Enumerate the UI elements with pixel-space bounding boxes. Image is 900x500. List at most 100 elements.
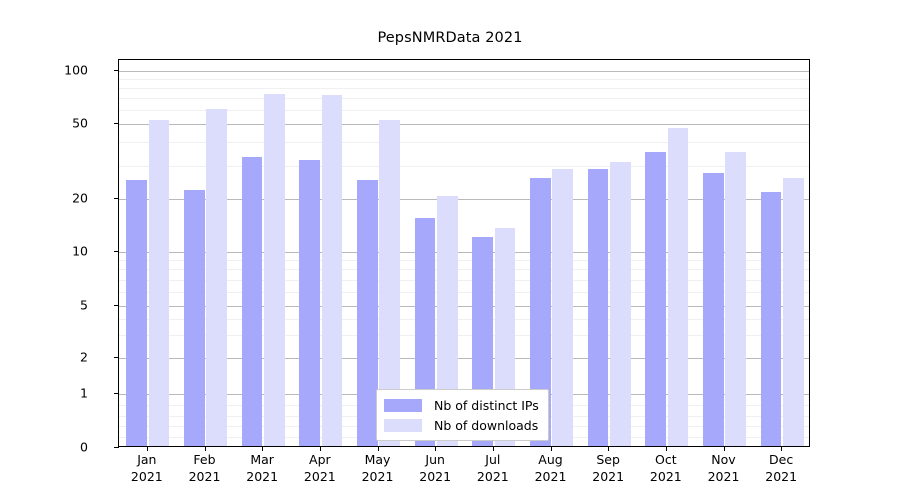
x-tick-month: Sep [596,452,620,467]
y-tick-label: 20 [72,190,88,206]
gridline-minor [119,142,809,144]
plot-area [118,59,810,447]
x-tick-year: 2021 [649,468,682,484]
bar-group [241,60,285,446]
gridline-minor [119,318,809,320]
bar-group [357,60,400,446]
y-tick-mark [114,357,119,358]
x-tick-month: Jan [137,452,157,467]
bar-group [760,60,804,446]
legend-swatch-downloads [384,418,422,432]
x-tick-label: Jun 2021 [419,452,451,485]
y-tick-label: 0 [80,439,88,455]
bar-group [587,60,631,446]
legend-label: Nb of downloads [434,417,539,433]
bar-distinct-ips [357,179,378,446]
x-tick-month: Jul [485,452,501,467]
y-tick-label: 50 [72,115,88,131]
gridline-minor [119,98,809,100]
y-tick-mark [114,447,119,448]
x-tick-mark [146,447,148,451]
legend-swatch-distinct-ips [384,398,422,412]
x-tick-label: Sep 2021 [592,452,624,485]
gridline-minor [119,291,809,293]
gridline-minor [119,165,809,167]
bars-layer [119,60,809,446]
x-tick-label: Nov 2021 [708,452,740,485]
gridline-major [119,199,809,200]
x-tick-month: Dec [769,452,794,467]
bar-group [184,60,227,446]
x-tick-mark [781,447,783,451]
gridline-minor [119,279,809,281]
x-tick-mark [492,447,494,451]
x-tick-mark [665,447,667,451]
bar-distinct-ips [760,192,782,446]
y-tick-label: 10 [72,243,88,259]
x-tick-year: 2021 [188,468,221,484]
gridline-minor [119,260,809,262]
bar-downloads [206,109,227,446]
x-tick-label: Dec 2021 [765,452,797,485]
x-tick-year: 2021 [534,468,567,484]
bar-distinct-ips [587,169,609,446]
bar-downloads [610,162,631,446]
bar-group [299,60,343,446]
x-tick-month: Apr [309,452,331,467]
x-tick-mark [204,447,206,451]
gridline-minor [119,88,809,90]
x-tick-mark [435,447,437,451]
bar-downloads [725,152,746,446]
x-tick-year: 2021 [246,468,279,484]
chart-legend: Nb of distinct IPs Nb of downloads [376,389,549,441]
x-tick-month: Oct [655,452,677,467]
x-tick-year: 2021 [303,468,336,484]
x-tick-year: 2021 [765,468,798,484]
bar-distinct-ips [299,159,320,446]
bar-group [414,60,458,446]
x-tick-month: Mar [250,452,274,467]
bar-distinct-ips [184,190,205,446]
bar-downloads [321,95,343,446]
bar-downloads [667,128,689,446]
y-tick-mark [114,198,119,199]
y-tick-mark [114,70,119,71]
x-tick-year: 2021 [130,468,163,484]
bar-distinct-ips [703,173,724,446]
gridline-minor [119,334,809,336]
x-tick-label: Jan 2021 [131,452,163,485]
bar-distinct-ips [126,179,147,446]
gridline-major [119,252,809,253]
bar-downloads [437,195,458,446]
bar-group [645,60,689,446]
y-tick-mark [114,123,119,124]
gridline-major [119,358,809,359]
bar-group [126,60,170,446]
y-tick-mark [114,393,119,394]
x-tick-mark [377,447,379,451]
y-tick-label: 1 [80,385,88,401]
x-tick-mark [319,447,321,451]
bar-distinct-ips [645,152,666,446]
bar-distinct-ips [241,157,263,446]
x-tick-mark [608,447,610,451]
bar-downloads [783,178,804,446]
x-tick-mark [550,447,552,451]
y-tick-mark [114,251,119,252]
x-tick-label: Feb 2021 [189,452,221,485]
gridline-major [119,306,809,307]
x-tick-label: Jul 2021 [477,452,509,485]
bar-downloads [148,120,170,446]
x-tick-mark [262,447,264,451]
x-tick-label: Mar 2021 [246,452,278,485]
gridline-minor [119,110,809,112]
x-tick-month: Jun [425,452,445,467]
gridline-minor [119,79,809,81]
gridline-minor [119,269,809,271]
x-tick-year: 2021 [476,468,509,484]
bar-downloads [552,169,573,446]
bar-distinct-ips [530,178,551,446]
x-tick-year: 2021 [361,468,394,484]
x-tick-month: Feb [193,452,216,467]
